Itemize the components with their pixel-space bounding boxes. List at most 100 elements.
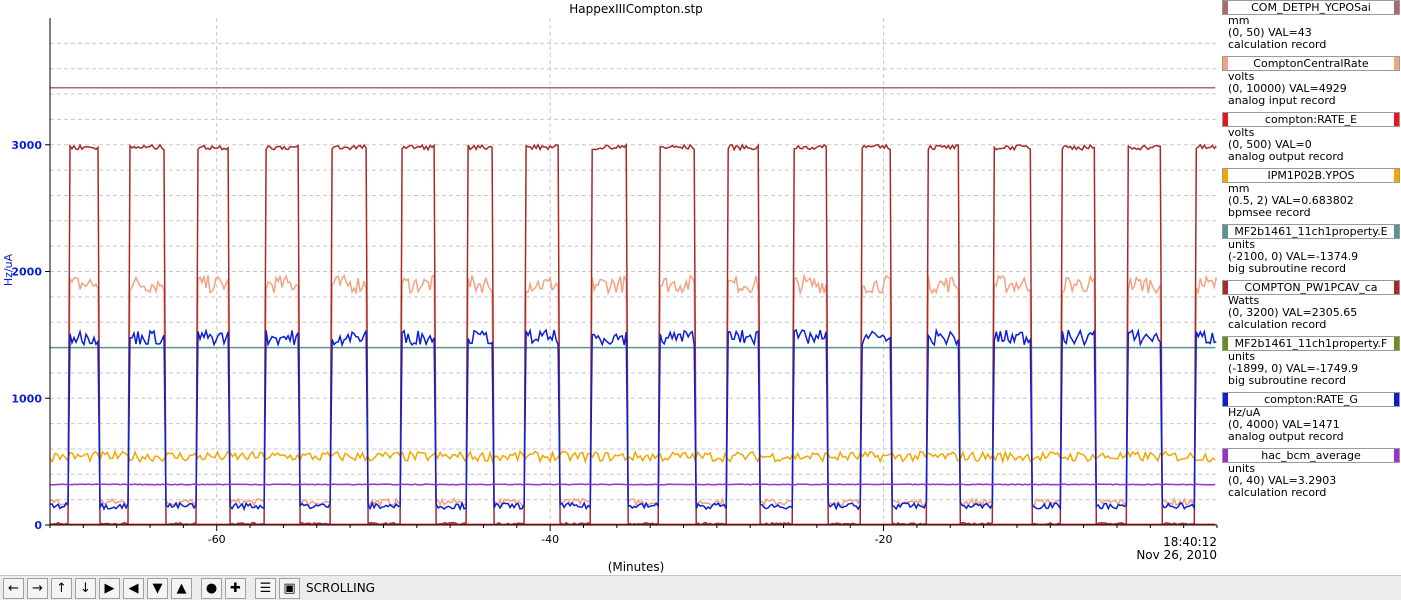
legend-range-value: (0, 500) VAL=0 (1228, 138, 1312, 151)
legend-record-type: analog input record (1228, 94, 1336, 107)
toolbar: ← → ↑ ↓ ▶ ◀ ▼ ▲ ● ✚ ☰ ▣ SCROLLING (0, 575, 1401, 600)
zoom-in-y-icon: ▼ (152, 580, 163, 596)
legend-name-box: compton:RATE_G (1222, 392, 1400, 407)
legend-series-name: MF2b1461_11ch1property.E (1234, 225, 1388, 238)
legend-range-value: (0, 3200) VAL=2305.65 (1228, 306, 1358, 319)
zoom-out-y-button[interactable]: ▲ (171, 577, 192, 599)
legend-series-name: COMPTON_PW1PCAV_ca (1244, 281, 1378, 294)
legend-record-type: calculation record (1228, 38, 1327, 51)
arrow-down-button[interactable]: ↓ (75, 577, 96, 599)
legend-range-value: (-2100, 0) VAL=-1374.9 (1228, 250, 1359, 263)
legend-units: units (1228, 238, 1256, 251)
legend-units: units (1228, 350, 1256, 363)
legend-units: units (1228, 462, 1256, 475)
legend-swatch (1223, 393, 1228, 406)
config-button[interactable]: ☰ (255, 577, 276, 599)
legend-swatch (1394, 57, 1399, 70)
legend-units: volts (1228, 126, 1255, 139)
axes: 0 1000 2000 3000 -60 -40 -20 (11, 18, 1218, 546)
zoom-out-x-icon: ◀ (128, 580, 139, 596)
zoom-out-x-button[interactable]: ◀ (123, 577, 144, 599)
auto-scale-icon: ● (205, 580, 218, 596)
arrow-up-icon: ↑ (56, 580, 67, 596)
legend-units: Watts (1228, 294, 1260, 307)
legend-swatch (1223, 113, 1228, 126)
arrow-up-button[interactable]: ↑ (51, 577, 72, 599)
series-line-7 (49, 327, 1217, 512)
legend-swatch (1394, 113, 1399, 126)
arrow-down-icon: ↓ (80, 580, 91, 596)
legend-entry[interactable]: compton:RATE_G Hz/uA (0, 4000) VAL=1471 ana… (1222, 392, 1400, 443)
legend-name-box: MF2b1461_11ch1property.F (1222, 336, 1400, 351)
legend-series-name: IPM1P02B.YPOS (1267, 169, 1355, 182)
legend-swatch (1394, 225, 1399, 238)
print-button[interactable]: ▣ (279, 577, 300, 599)
series-line-3 (49, 449, 1216, 465)
legend-record-type: big subroutine record (1228, 374, 1346, 387)
legend-series-name: compton:RATE_G (1264, 393, 1358, 406)
zoom-in-x-icon: ▶ (104, 580, 115, 596)
legend-series-name: compton:RATE_E (1264, 113, 1358, 126)
legend-swatch (1223, 281, 1228, 294)
y-tick-label: 1000 (11, 392, 42, 405)
y-tick-label: 3000 (11, 139, 42, 152)
legend-swatch (1223, 1, 1228, 14)
arrow-left-icon: ← (8, 580, 19, 596)
legend-range-value: (0, 10000) VAL=4929 (1228, 82, 1347, 95)
x-tick-label: -40 (541, 533, 559, 546)
legend-swatch (1223, 225, 1228, 238)
current-time-label: 18:40:12 (1163, 535, 1217, 549)
legend-swatch (1394, 1, 1399, 14)
legend-units: volts (1228, 70, 1255, 83)
legend-entry[interactable]: COMPTON_PW1PCAV_ca Watts (0, 3200) VAL=230… (1222, 280, 1400, 331)
x-tick-label: -20 (875, 533, 893, 546)
legend-swatch (1223, 169, 1228, 182)
zoom-in-x-button[interactable]: ▶ (99, 577, 120, 599)
legend-name-box: COMPTON_PW1PCAV_ca (1222, 280, 1400, 295)
add-button[interactable]: ✚ (225, 577, 246, 599)
chart: 0 1000 2000 3000 -60 -40 -20 HappexIIICompton.… (2, 2, 1218, 574)
legend-entry[interactable]: IPM1P02B.YPOS mm (0.5, 2) VAL=0.683802 bpms… (1222, 168, 1400, 219)
legend-record-type: analog output record (1228, 430, 1344, 443)
legend-series-name: COM_DETPH_YCPOSai (1251, 1, 1371, 14)
legend-record-type: big subroutine record (1228, 262, 1346, 275)
print-icon: ▣ (283, 580, 296, 596)
legend-name-box: COM_DETPH_YCPOSai (1222, 0, 1400, 15)
auto-scale-button[interactable]: ● (201, 577, 222, 599)
legend-record-type: calculation record (1228, 318, 1327, 331)
legend-units: mm (1228, 14, 1250, 27)
legend-name-box: IPM1P02B.YPOS (1222, 168, 1400, 183)
legend-name-box: MF2b1461_11ch1property.E (1222, 224, 1400, 239)
zoom-in-y-button[interactable]: ▼ (147, 577, 168, 599)
legend-name-box: ComptonCentralRate (1222, 56, 1400, 71)
scrolling-status: SCROLLING (306, 581, 375, 595)
legend-swatch (1223, 449, 1228, 462)
legend-record-type: analog output record (1228, 150, 1344, 163)
current-date-label: Nov 26, 2010 (1136, 548, 1217, 562)
legend-record-type: calculation record (1228, 486, 1327, 499)
legend-entry[interactable]: MF2b1461_11ch1property.F units (-1899, 0) … (1222, 336, 1400, 387)
arrow-left-button[interactable]: ← (3, 577, 24, 599)
legend-swatch (1223, 337, 1228, 350)
legend-range-value: (0.5, 2) VAL=0.683802 (1228, 194, 1354, 207)
legend-range-value: (0, 50) VAL=43 (1228, 26, 1312, 39)
legend-swatch (1394, 393, 1399, 406)
legend-range-value: (-1899, 0) VAL=-1749.9 (1228, 362, 1359, 375)
legend-swatch (1223, 57, 1228, 70)
legend-swatch (1394, 337, 1399, 350)
legend-units: Hz/uA (1228, 406, 1261, 419)
chart-title: HappexIIICompton.stp (569, 2, 703, 16)
grid (50, 18, 1217, 525)
legend-entry[interactable]: MF2b1461_11ch1property.E units (-2100, 0) … (1222, 224, 1400, 275)
legend-entry[interactable]: COM_DETPH_YCPOSai mm (0, 50) VAL=43 calcula… (1222, 0, 1400, 51)
arrow-right-button[interactable]: → (27, 577, 48, 599)
config-icon: ☰ (259, 580, 272, 596)
legend-entry[interactable]: ComptonCentralRate volts (0, 10000) VAL=49… (1222, 56, 1400, 107)
legend-name-box: hac_bcm_average (1222, 448, 1400, 463)
legend-range-value: (0, 40) VAL=3.2903 (1228, 474, 1337, 487)
x-axis-label: (Minutes) (608, 560, 665, 574)
y-tick-label: 2000 (11, 266, 42, 279)
legend-series-name: hac_bcm_average (1261, 449, 1361, 462)
